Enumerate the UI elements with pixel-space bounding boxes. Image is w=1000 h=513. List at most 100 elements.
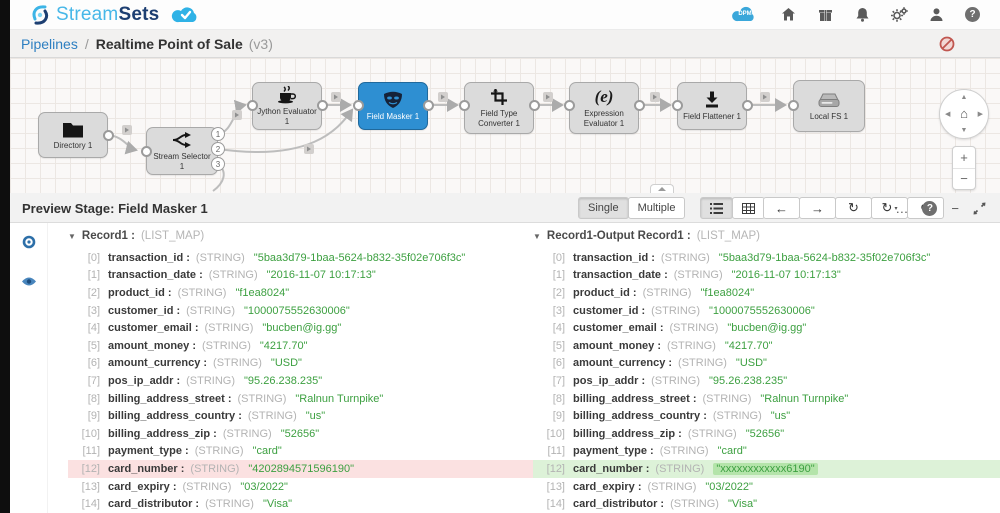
input-port[interactable] xyxy=(458,99,470,111)
stage-jython-evaluator[interactable]: Jython Evaluator 1 xyxy=(252,82,322,130)
field-value[interactable]: "52656" xyxy=(280,427,320,440)
field-value[interactable]: "4217.70" xyxy=(724,339,773,352)
pipeline-canvas[interactable]: Directory 1 Stream Selector 1 xyxy=(10,58,1000,193)
field-value[interactable]: "USD" xyxy=(270,357,302,370)
input-port[interactable] xyxy=(246,99,258,111)
collapse-triangle-icon[interactable]: ▼ xyxy=(533,232,541,241)
field-value[interactable]: "us" xyxy=(305,410,326,423)
input-port[interactable] xyxy=(671,99,683,111)
output-port[interactable] xyxy=(633,99,645,111)
dpm-cloud-icon[interactable]: DPM xyxy=(730,5,760,24)
field-value[interactable]: "95.26.238.235" xyxy=(244,374,323,387)
input-port[interactable] xyxy=(140,145,152,157)
field-value[interactable]: "03/2022" xyxy=(705,480,753,493)
zoom-in-button[interactable]: + xyxy=(953,147,975,169)
output-port[interactable] xyxy=(316,99,328,111)
field-value[interactable]: "2016-11-07 10:17:13" xyxy=(731,269,841,282)
next-stage-button[interactable]: → xyxy=(799,197,836,219)
field-value[interactable]: "Visa" xyxy=(727,498,757,511)
field-value[interactable]: "4202894571596190" xyxy=(248,462,355,475)
field-value[interactable]: "2016-11-07 10:17:13" xyxy=(266,269,376,282)
stage-expression-evaluator[interactable]: (e) Expression Evaluator 1 xyxy=(569,82,639,134)
field-value[interactable]: "f1ea8024" xyxy=(700,286,755,299)
field-value[interactable]: "1000075552630006" xyxy=(244,304,350,317)
record-field-row: [5] amount_money : (STRING) "4217.70" xyxy=(68,337,533,355)
top-nav-icons: DPM ? xyxy=(730,5,980,24)
output-port[interactable] xyxy=(422,99,434,111)
selector-port-2[interactable]: 2 xyxy=(211,142,225,156)
table-view-button[interactable] xyxy=(732,197,765,219)
selector-port-1[interactable]: 1 xyxy=(211,127,225,141)
field-value[interactable]: "f1ea8024" xyxy=(235,286,290,299)
output-port[interactable] xyxy=(528,99,540,111)
stage-directory[interactable]: Directory 1 xyxy=(38,112,108,158)
preview-eye-icon[interactable] xyxy=(21,276,37,287)
field-value[interactable]: "bucben@ig.gg" xyxy=(262,322,342,335)
stage-field-flattener[interactable]: Field Flattener 1 xyxy=(677,82,747,130)
previous-stage-button[interactable]: ← xyxy=(763,197,800,219)
notifications-bell-icon[interactable] xyxy=(854,6,871,23)
list-view-button[interactable] xyxy=(700,197,733,219)
pan-down-button[interactable]: ▼ xyxy=(960,127,968,134)
record-field-row: [10] billing_address_zip : (STRING) "52656" xyxy=(68,425,533,443)
pan-up-button[interactable]: ▲ xyxy=(960,94,968,101)
multiple-mode-button[interactable]: Multiple xyxy=(627,197,686,219)
breadcrumb-pipelines-link[interactable]: Pipelines xyxy=(21,35,78,52)
stage-local-fs[interactable]: Local FS 1 xyxy=(793,80,865,132)
collapse-triangle-icon[interactable]: ▼ xyxy=(68,232,76,241)
home-icon[interactable] xyxy=(780,6,797,23)
field-value[interactable]: "Ralnun Turnpike" xyxy=(295,392,384,405)
field-value[interactable]: "card" xyxy=(252,445,282,458)
field-value[interactable]: "4217.70" xyxy=(259,339,308,352)
field-value[interactable]: "03/2022" xyxy=(240,480,288,493)
stage-config-target-icon[interactable] xyxy=(22,235,36,249)
single-mode-button[interactable]: Single xyxy=(578,197,629,219)
expand-panel-button[interactable] xyxy=(973,202,986,215)
output-port[interactable] xyxy=(741,99,753,111)
panel-collapse-handle[interactable] xyxy=(650,184,674,193)
stage-field-type-converter[interactable]: Field Type Converter 1 xyxy=(464,82,534,134)
field-value[interactable]: "Visa" xyxy=(262,498,292,511)
pan-right-button[interactable]: ▶ xyxy=(977,111,983,118)
input-port[interactable] xyxy=(352,99,364,111)
input-port[interactable] xyxy=(563,99,575,111)
stage-stream-selector[interactable]: Stream Selector 1 xyxy=(146,127,218,175)
field-value[interactable]: "1000075552630006" xyxy=(709,304,815,317)
field-value[interactable]: "card" xyxy=(717,445,747,458)
field-value[interactable]: "52656" xyxy=(745,427,785,440)
minimize-panel-button[interactable]: − xyxy=(951,200,959,216)
output-port[interactable] xyxy=(102,129,114,141)
field-name: transaction_date : xyxy=(108,269,203,282)
field-value[interactable]: "5baa3d79-1baa-5624-b832-35f02e706f3c" xyxy=(253,251,466,264)
stage-field-masker[interactable]: Field Masker 1 xyxy=(358,82,428,130)
zoom-out-button[interactable]: − xyxy=(960,171,968,187)
field-value[interactable]: "bucben@ig.gg" xyxy=(727,322,807,335)
recenter-home-button[interactable]: ⌂ xyxy=(960,105,968,121)
user-icon[interactable] xyxy=(928,6,945,23)
field-value[interactable]: "us" xyxy=(770,410,791,423)
field-value[interactable]: "95.26.238.235" xyxy=(709,374,788,387)
input-port[interactable] xyxy=(787,99,799,111)
settings-gears-icon[interactable] xyxy=(891,6,908,23)
canvas-nav-pad[interactable]: ▲ ▼ ◀ ▶ ⌂ xyxy=(939,89,989,139)
field-index: [2] xyxy=(87,286,100,299)
field-name: pos_ip_addr : xyxy=(108,374,181,387)
field-value[interactable]: "xxxxxxxxxxxx6190" xyxy=(713,462,818,475)
package-icon[interactable] xyxy=(817,6,834,23)
field-value[interactable]: "Ralnun Turnpike" xyxy=(760,392,849,405)
preview-help-button[interactable]: ? xyxy=(922,200,938,216)
field-value[interactable]: "5baa3d79-1baa-5624-b832-35f02e706f3c" xyxy=(718,251,931,264)
more-options-button[interactable]: … xyxy=(895,200,909,216)
field-type: (STRING) xyxy=(202,339,251,352)
refresh-preview-button[interactable]: ↻ xyxy=(835,197,872,219)
field-value[interactable]: "USD" xyxy=(735,357,767,370)
field-type: (STRING) xyxy=(655,462,705,475)
pipeline-invalid-icon[interactable] xyxy=(938,35,956,53)
field-name: card_number : xyxy=(573,462,650,475)
help-icon[interactable]: ? xyxy=(965,7,980,22)
streamsets-logo[interactable]: StreamSets xyxy=(28,3,201,27)
selector-port-3[interactable]: 3 xyxy=(211,157,225,171)
record-field-row: [3] customer_id : (STRING) "100007555263000… xyxy=(68,302,533,320)
field-name: pos_ip_addr : xyxy=(573,374,646,387)
pan-left-button[interactable]: ◀ xyxy=(945,111,951,118)
